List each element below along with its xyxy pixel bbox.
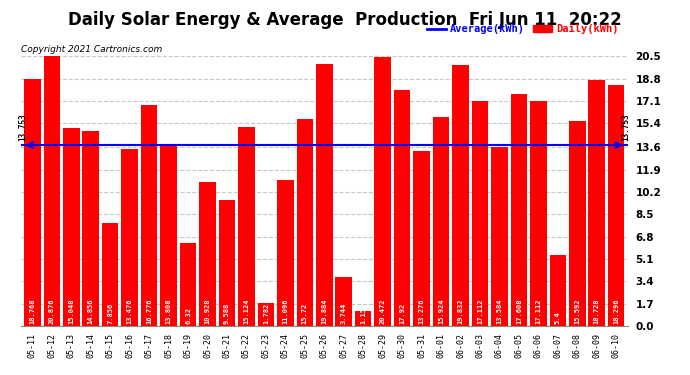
Text: 18.728: 18.728 <box>594 299 600 324</box>
Bar <box>335 277 352 326</box>
Bar <box>102 223 119 326</box>
Text: 15.924: 15.924 <box>438 299 444 324</box>
Text: 10.928: 10.928 <box>204 299 210 324</box>
Bar <box>24 79 41 326</box>
Text: 17.112: 17.112 <box>477 299 483 324</box>
Text: 15.048: 15.048 <box>68 299 75 324</box>
Legend: Average(kWh), Daily(kWh): Average(kWh), Daily(kWh) <box>423 20 622 39</box>
Text: 1.152: 1.152 <box>360 303 366 324</box>
Bar <box>355 311 371 326</box>
Bar <box>316 64 333 326</box>
Bar <box>257 303 274 326</box>
Text: 16.776: 16.776 <box>146 299 152 324</box>
Text: 6.32: 6.32 <box>185 307 191 324</box>
Bar <box>491 147 508 326</box>
Text: 20.876: 20.876 <box>49 299 55 324</box>
Bar <box>180 243 197 326</box>
Bar <box>413 152 430 326</box>
Text: 17.112: 17.112 <box>535 299 542 324</box>
Text: 13.584: 13.584 <box>496 299 502 324</box>
Bar <box>511 94 527 326</box>
Text: 19.832: 19.832 <box>457 299 464 324</box>
Text: 15.72: 15.72 <box>302 303 308 324</box>
Text: 9.588: 9.588 <box>224 303 230 324</box>
Text: 17.608: 17.608 <box>516 299 522 324</box>
Bar <box>297 119 313 326</box>
Bar <box>394 90 411 326</box>
Text: 13.753: 13.753 <box>18 113 27 141</box>
Text: 14.856: 14.856 <box>88 299 94 324</box>
Bar <box>141 105 157 326</box>
Text: 13.476: 13.476 <box>127 299 132 324</box>
Bar <box>121 149 138 326</box>
Bar <box>160 144 177 326</box>
Bar <box>43 51 60 326</box>
Bar <box>238 127 255 326</box>
Bar <box>549 255 566 326</box>
Bar <box>569 121 586 326</box>
Text: 15.124: 15.124 <box>244 299 250 324</box>
Text: 3.744: 3.744 <box>341 303 347 324</box>
Text: 5.4: 5.4 <box>555 312 561 324</box>
Bar <box>608 85 624 326</box>
Bar <box>277 180 294 326</box>
Text: Daily Solar Energy & Average  Production  Fri Jun 11  20:22: Daily Solar Energy & Average Production … <box>68 11 622 29</box>
Bar <box>589 80 605 326</box>
Bar <box>63 128 79 326</box>
Bar <box>433 117 449 326</box>
Text: 18.768: 18.768 <box>30 299 35 324</box>
Text: 1.782: 1.782 <box>263 303 269 324</box>
Text: 13.753: 13.753 <box>622 113 631 141</box>
Text: 18.296: 18.296 <box>613 299 619 324</box>
Bar <box>199 182 216 326</box>
Text: 7.856: 7.856 <box>107 303 113 324</box>
Bar <box>530 101 546 326</box>
Text: 17.92: 17.92 <box>399 303 405 324</box>
Text: 19.884: 19.884 <box>322 299 327 324</box>
Bar <box>375 57 391 326</box>
Bar <box>219 200 235 326</box>
Text: 13.276: 13.276 <box>419 299 424 324</box>
Bar <box>472 101 489 326</box>
Bar <box>83 130 99 326</box>
Text: Copyright 2021 Cartronics.com: Copyright 2021 Cartronics.com <box>21 45 162 54</box>
Text: 13.808: 13.808 <box>166 299 172 324</box>
Text: 15.592: 15.592 <box>574 299 580 324</box>
Text: 20.472: 20.472 <box>380 299 386 324</box>
Text: 11.096: 11.096 <box>282 299 288 324</box>
Bar <box>452 65 469 326</box>
